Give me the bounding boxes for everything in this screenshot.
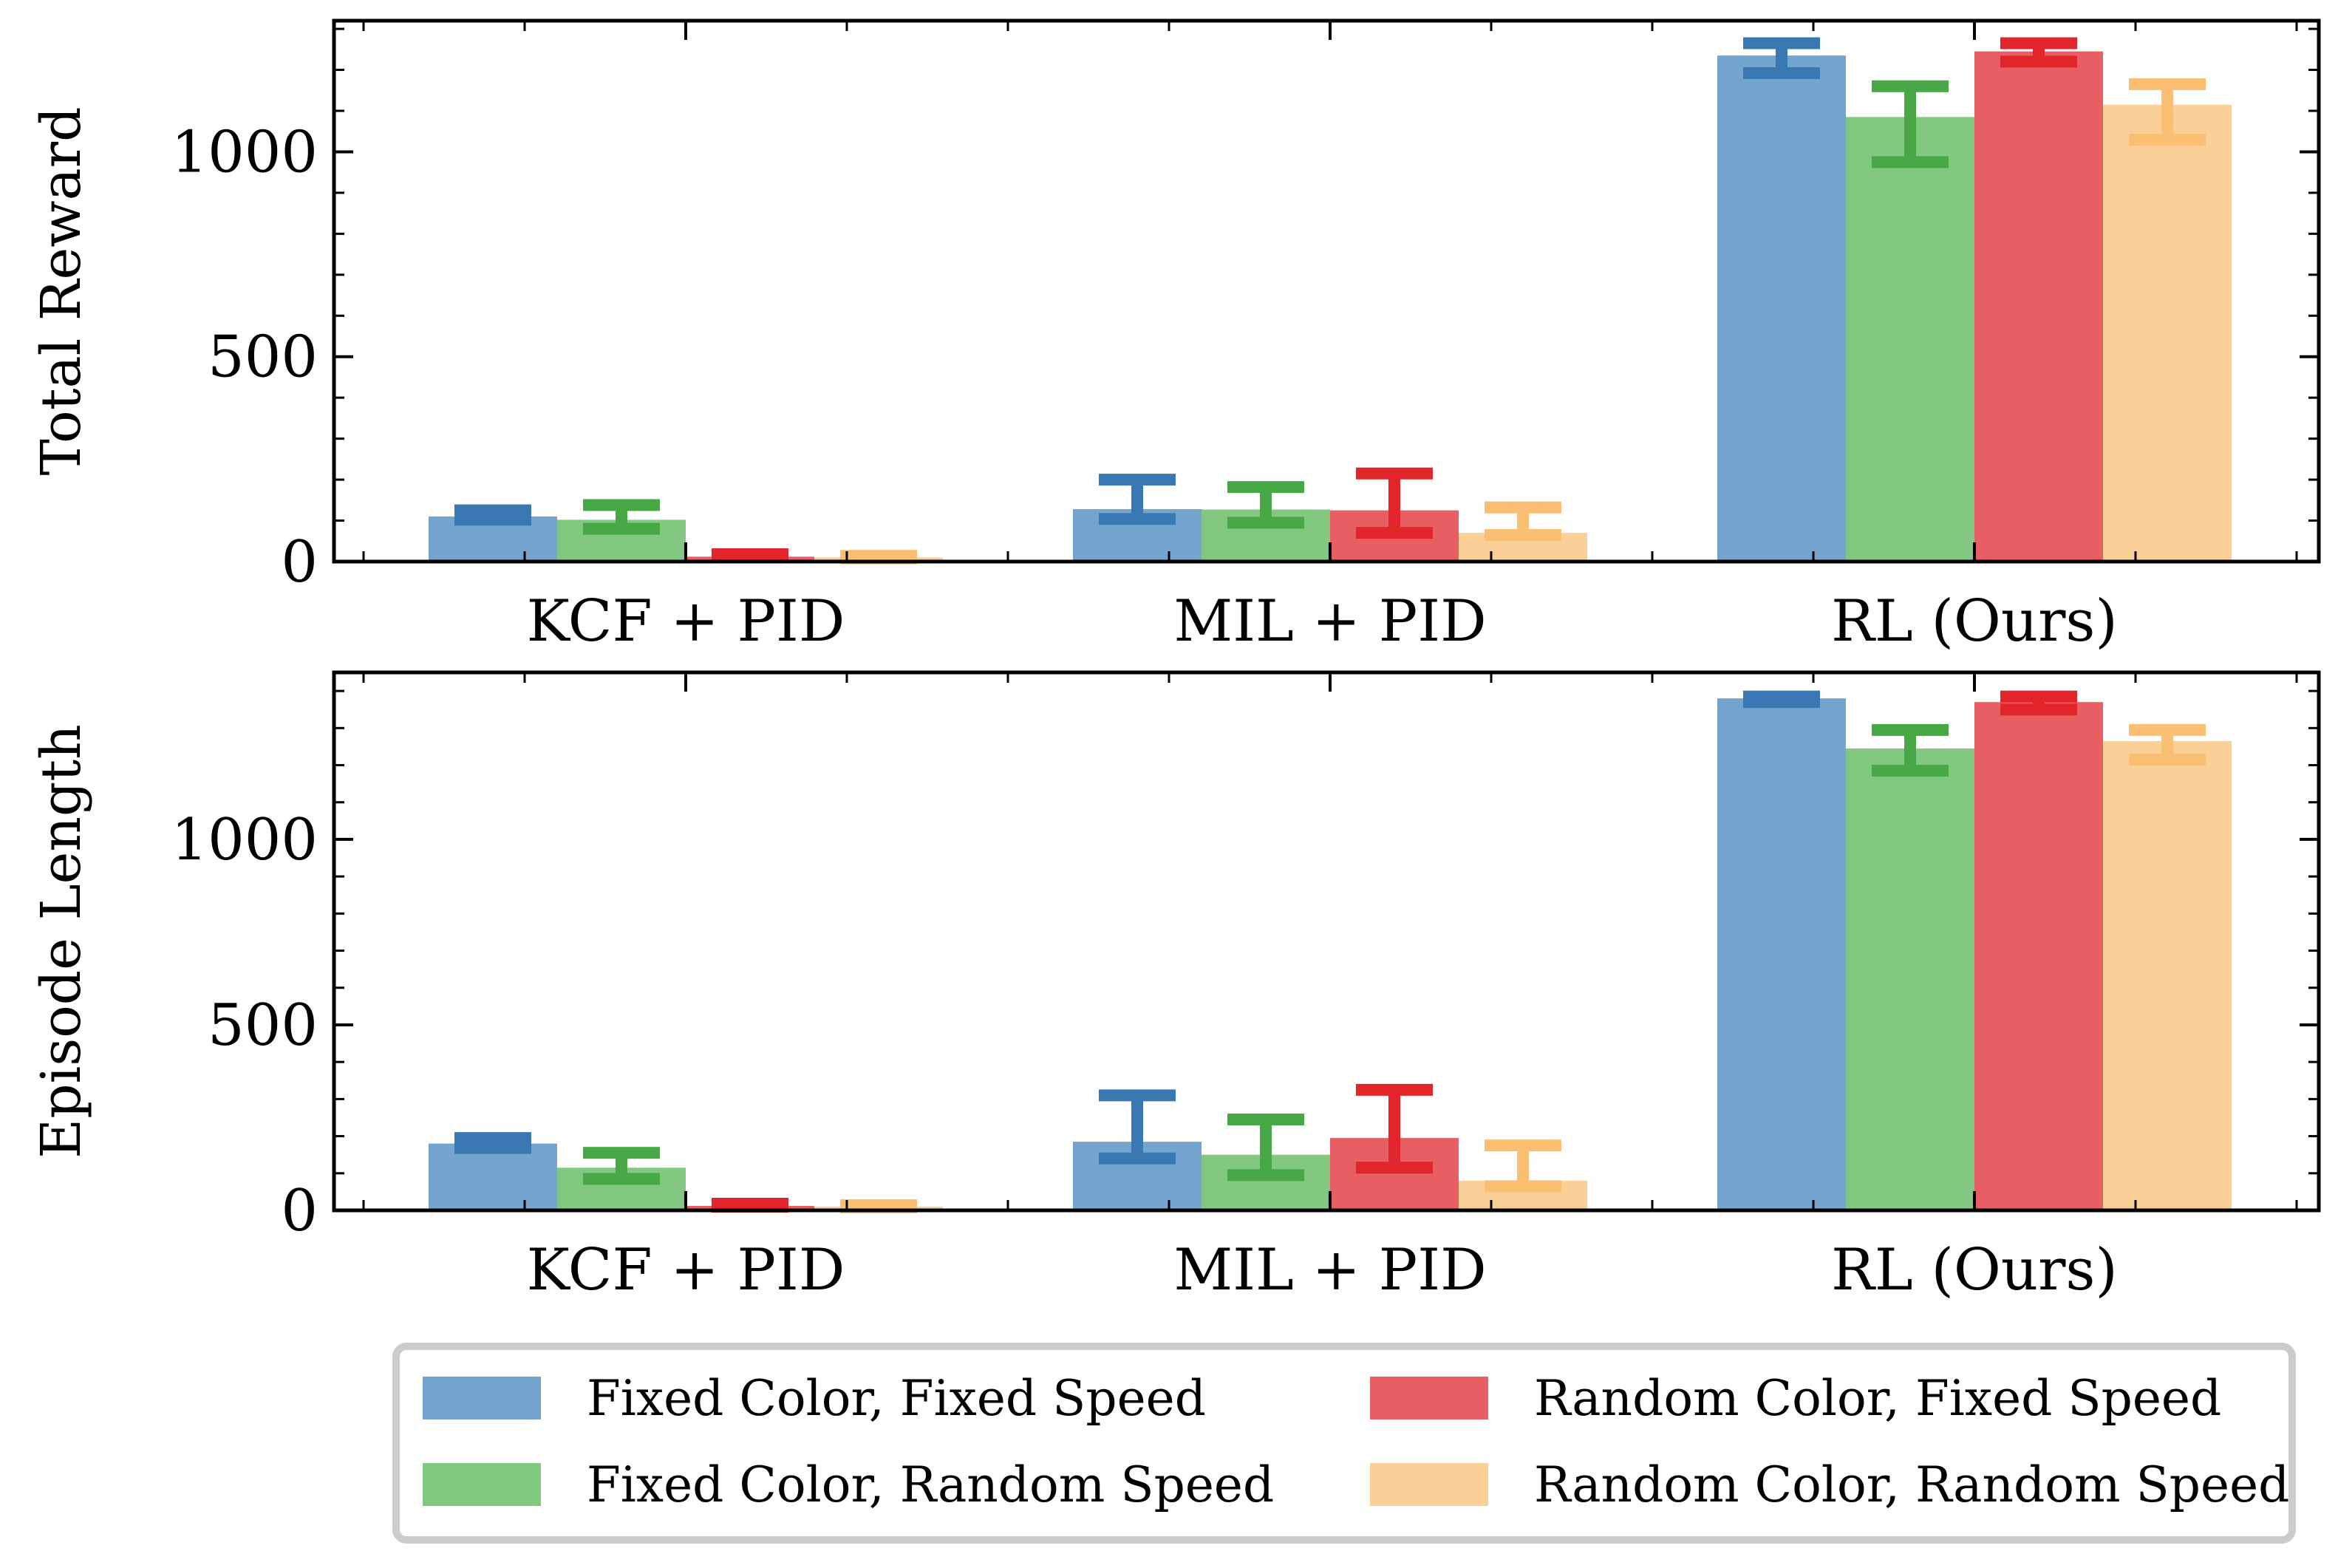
- axes-frame: [332, 18, 2321, 564]
- legend-label: Random Color, Random Speed: [1534, 1456, 2289, 1513]
- error-bar: [1872, 723, 1949, 777]
- series-fixed-color-fixed-speed: [429, 690, 1846, 1210]
- bar: [2103, 740, 2232, 1210]
- error-bar: [2000, 690, 2077, 716]
- bar: [1846, 117, 1974, 562]
- x-tick-label: MIL + PID: [1173, 1237, 1486, 1303]
- series-random-color-random-speed: [814, 78, 2232, 565]
- error-bar: [1743, 37, 1820, 79]
- legend-entry: Random Color, Fixed Speed: [1370, 1370, 2221, 1427]
- series-fixed-color-random-speed: [557, 723, 1974, 1210]
- error-bar: [1743, 690, 1820, 709]
- chart-panels: 0 500 1000 KCF + PID MIL + PID RL (Ours) Total…: [30, 18, 2321, 1303]
- error-bar: [1227, 481, 1304, 529]
- error-bar: [1485, 1139, 1561, 1193]
- series-fixed-color-fixed-speed: [429, 37, 1846, 562]
- x-tick-label: KCF + PID: [527, 1237, 845, 1303]
- x-tick-label: RL (Ours): [1831, 1237, 2118, 1303]
- y-axis-label: Total Reward: [30, 107, 93, 476]
- error-bar: [454, 504, 531, 526]
- error-bar: [1485, 501, 1561, 541]
- x-tick-label: RL (Ours): [1831, 588, 2118, 655]
- legend-entry: Random Color, Random Speed: [1370, 1456, 2289, 1513]
- series-random-color-fixed-speed: [686, 37, 2103, 564]
- y-tick-label: 500: [208, 324, 318, 391]
- error-bar: [583, 1147, 660, 1185]
- bar: [1846, 748, 1974, 1210]
- bar: [1974, 702, 2103, 1210]
- legend-label: Fixed Color, Fixed Speed: [587, 1370, 1206, 1427]
- legend-label: Random Color, Fixed Speed: [1534, 1370, 2221, 1427]
- legend-swatch: [1370, 1463, 1488, 1506]
- legend-frame: [392, 1343, 2296, 1544]
- series-random-color-random-speed: [814, 723, 2232, 1213]
- legend-swatch: [423, 1463, 541, 1506]
- error-bar: [2129, 723, 2206, 766]
- error-bar: [1356, 1083, 1433, 1174]
- bar: [1717, 55, 1846, 562]
- x-tick-label: MIL + PID: [1173, 588, 1486, 655]
- legend-swatch: [1370, 1377, 1488, 1419]
- bar: [2103, 104, 2232, 562]
- error-bar: [583, 499, 660, 535]
- panel-1: 0 500 1000 KCF + PID MIL + PID RL (Ours) Total…: [30, 18, 2321, 655]
- error-bar: [454, 1132, 531, 1154]
- error-bar: [1099, 1089, 1176, 1165]
- error-bar: [1872, 80, 1949, 168]
- x-ticks: [362, 672, 2298, 1210]
- error-bar: [840, 1199, 917, 1213]
- x-ticks: [362, 21, 2298, 562]
- error-bar: [712, 1197, 788, 1213]
- error-bar: [2000, 37, 2077, 68]
- legend-swatch: [423, 1377, 541, 1419]
- legend: Fixed Color, Fixed Speed Random Color, Fi…: [392, 1343, 2296, 1544]
- bar: [429, 1143, 557, 1210]
- legend-entry: Fixed Color, Fixed Speed: [423, 1370, 1206, 1427]
- panel-2: 0 500 1000 KCF + PID MIL + PID RL (Ours) Episo…: [30, 670, 2321, 1303]
- y-tick-label: 0: [281, 529, 318, 596]
- y-tick-label: 0: [281, 1178, 318, 1244]
- y-ticks: [334, 689, 2319, 1212]
- error-bar: [1099, 474, 1176, 525]
- axes-frame: [332, 670, 2321, 1213]
- bar: [1974, 51, 2103, 562]
- error-bar: [1227, 1113, 1304, 1182]
- y-tick-label: 1000: [171, 807, 318, 873]
- error-bar: [712, 548, 788, 564]
- y-ticks: [334, 27, 2319, 563]
- series-fixed-color-random-speed: [557, 80, 1974, 562]
- series-random-color-fixed-speed: [686, 690, 2103, 1213]
- error-bar: [2129, 78, 2206, 146]
- y-tick-label: 500: [208, 992, 318, 1059]
- x-tick-label: KCF + PID: [527, 588, 845, 655]
- error-bar: [840, 550, 917, 565]
- legend-entry: Fixed Color, Random Speed: [423, 1456, 1274, 1513]
- y-axis-label: Episode Length: [30, 724, 93, 1159]
- bar: [1717, 698, 1846, 1210]
- y-tick-label: 1000: [171, 119, 318, 185]
- legend-label: Fixed Color, Random Speed: [587, 1456, 1274, 1513]
- error-bar: [1356, 467, 1433, 539]
